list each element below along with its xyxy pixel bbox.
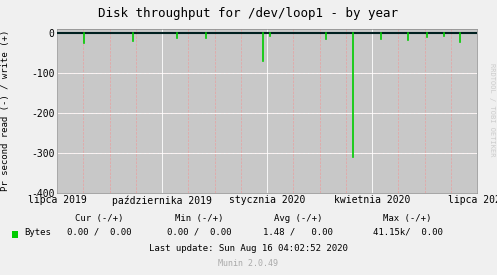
Text: Disk throughput for /dev/loop1 - by year: Disk throughput for /dev/loop1 - by year	[98, 7, 399, 20]
Text: RRDTOOL / TOBI OETIKER: RRDTOOL / TOBI OETIKER	[489, 63, 495, 157]
Text: Bytes: Bytes	[24, 228, 51, 237]
Text: 0.00 /  0.00: 0.00 / 0.00	[67, 228, 132, 237]
Text: Max (-/+): Max (-/+)	[383, 214, 432, 223]
Text: Munin 2.0.49: Munin 2.0.49	[219, 260, 278, 268]
Text: Min (-/+): Min (-/+)	[174, 214, 223, 223]
Text: 0.00 /  0.00: 0.00 / 0.00	[166, 228, 231, 237]
Text: Last update: Sun Aug 16 04:02:52 2020: Last update: Sun Aug 16 04:02:52 2020	[149, 244, 348, 253]
Text: 1.48 /   0.00: 1.48 / 0.00	[263, 228, 333, 237]
Text: Cur (-/+): Cur (-/+)	[75, 214, 124, 223]
Text: 41.15k/  0.00: 41.15k/ 0.00	[373, 228, 442, 237]
Text: Avg (-/+): Avg (-/+)	[274, 214, 323, 223]
Text: Pr second read (-) / write (+): Pr second read (-) / write (+)	[1, 29, 10, 191]
